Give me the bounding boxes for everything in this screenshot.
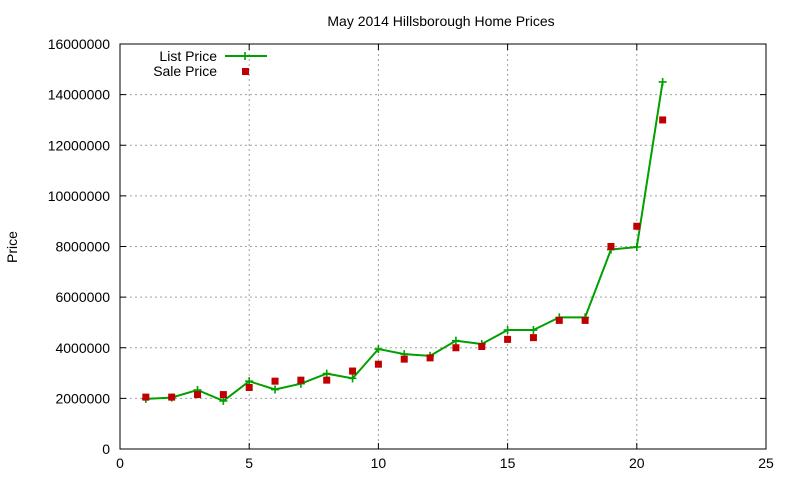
data-point-sale-price [194, 391, 202, 399]
data-point-list-price [322, 369, 331, 378]
data-point-list-price [245, 377, 254, 386]
data-point-sale-price [504, 335, 512, 343]
legend-marker-sale-price [242, 68, 249, 75]
y-tick-label: 8000000 [55, 239, 110, 255]
chart-title: May 2014 Hillsborough Home Prices [327, 13, 554, 29]
data-point-list-price [658, 77, 667, 86]
data-point-sale-price [452, 344, 460, 352]
legend: List Price Sale Price [153, 48, 267, 79]
data-point-sale-price [374, 360, 382, 368]
x-tick-label: 25 [758, 455, 774, 471]
data-point-sale-price [349, 367, 357, 375]
axis-ticks: 0 5 10 15 20 25 0 2000000 4000000 6000000 8000000 1… [48, 36, 774, 471]
legend-marker-list-price [241, 52, 249, 60]
data-point-list-price [219, 396, 228, 405]
y-tick-label: 10000000 [48, 188, 111, 204]
data-point-sale-price [529, 334, 537, 342]
data-point-sale-price [245, 383, 253, 391]
y-tick-label: 16000000 [48, 36, 111, 52]
data-point-list-price [632, 243, 641, 252]
data-point-sale-price [581, 316, 589, 324]
data-point-sale-price [478, 342, 486, 350]
x-tick-label: 15 [500, 455, 516, 471]
data-point-sale-price [219, 391, 227, 399]
legend-label-sale-price: Sale Price [153, 63, 217, 79]
x-tick-label: 10 [371, 455, 387, 471]
data-point-sale-price [323, 376, 331, 384]
data-point-list-price [374, 345, 383, 354]
x-tick-label: 5 [245, 455, 253, 471]
data-point-sale-price [168, 393, 176, 401]
data-point-sale-price [271, 377, 279, 385]
y-tick-label: 4000000 [55, 340, 110, 356]
data-point-sale-price [400, 355, 408, 363]
data-point-sale-price [659, 116, 667, 124]
data-point-sale-price [142, 393, 150, 401]
y-axis-label: Price [4, 231, 20, 263]
data-point-list-price [348, 374, 357, 383]
x-tick-label: 20 [629, 455, 645, 471]
series-layer [141, 77, 667, 405]
y-tick-label: 12000000 [48, 137, 111, 153]
legend-label-list-price: List Price [159, 48, 217, 64]
x-tick-label: 0 [116, 455, 124, 471]
data-point-sale-price [555, 316, 563, 324]
data-point-sale-price [297, 376, 305, 384]
data-point-list-price [271, 385, 280, 394]
data-point-sale-price [633, 222, 641, 230]
data-point-list-price [529, 326, 538, 335]
y-tick-label: 6000000 [55, 289, 110, 305]
y-tick-label: 0 [102, 441, 110, 457]
y-tick-label: 2000000 [55, 390, 110, 406]
y-tick-label: 14000000 [48, 87, 111, 103]
data-point-sale-price [607, 243, 615, 250]
data-point-list-price [451, 336, 460, 345]
data-point-sale-price [426, 354, 434, 362]
data-point-list-price [503, 326, 512, 335]
